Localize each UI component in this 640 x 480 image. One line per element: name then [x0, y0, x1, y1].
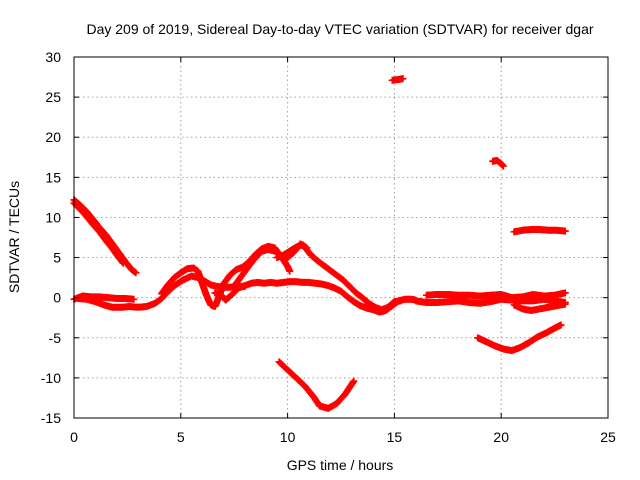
axis-ticks	[73, 56, 609, 419]
data-point-plus	[303, 244, 311, 252]
y-tick-label: 15	[45, 169, 61, 185]
series-track-j	[388, 75, 407, 84]
grid-lines	[74, 57, 608, 418]
data-point-plus	[350, 377, 358, 385]
x-tick-label: 5	[177, 429, 185, 445]
y-tick-label: -10	[41, 370, 61, 386]
data-point-plus	[561, 289, 569, 297]
x-axis-tick-labels: 0 5 10 15 20 25	[70, 429, 616, 445]
x-tick-label: 20	[493, 429, 509, 445]
data-point-plus	[499, 162, 507, 170]
series-track-k	[412, 295, 569, 307]
x-axis-label: GPS time / hours	[287, 457, 394, 473]
data-point-plus	[302, 243, 310, 251]
data-point-plus	[561, 300, 569, 308]
series-track-d	[74, 272, 249, 311]
x-tick-label: 25	[600, 429, 616, 445]
y-tick-label: 20	[45, 129, 61, 145]
series-track-g	[232, 240, 405, 314]
data-point-plus	[132, 269, 140, 277]
series-track-n	[489, 156, 507, 170]
y-axis-label: SDTVAR / TECUs	[6, 181, 22, 293]
data-point-plus	[119, 259, 127, 267]
data-point-plus	[397, 297, 405, 305]
chart-title: Day 209 of 2019, Sidereal Day-to-day VTE…	[86, 21, 593, 37]
data-point-plus	[131, 268, 139, 276]
data-point-plus	[130, 295, 138, 303]
y-tick-label: 25	[45, 89, 61, 105]
y-tick-label: -15	[41, 410, 61, 426]
plot-frame	[73, 56, 609, 419]
data-point-plus	[561, 227, 569, 235]
y-tick-label: 10	[45, 209, 61, 225]
y-axis-tick-labels: -15 -10 -5 0 5 10 15 20 25 30	[41, 49, 61, 426]
series-track-m	[510, 300, 569, 315]
x-tick-label: 10	[280, 429, 296, 445]
series-track-l	[422, 289, 569, 302]
y-tick-label: 5	[53, 250, 61, 266]
y-tick-label: 30	[45, 49, 61, 65]
data-point-plus	[399, 75, 407, 83]
series-track-h	[273, 241, 311, 262]
data-point-plus	[557, 321, 565, 329]
series-track-i	[275, 358, 358, 412]
x-tick-label: 15	[387, 429, 403, 445]
y-tick-label: -5	[49, 330, 62, 346]
series-track-p	[474, 321, 565, 355]
data-marks	[70, 75, 569, 412]
data-point-plus	[286, 267, 294, 275]
y-tick-label: 0	[53, 290, 61, 306]
x-tick-label: 0	[70, 429, 78, 445]
series-track-b	[70, 199, 127, 267]
series-track-o	[510, 225, 569, 236]
